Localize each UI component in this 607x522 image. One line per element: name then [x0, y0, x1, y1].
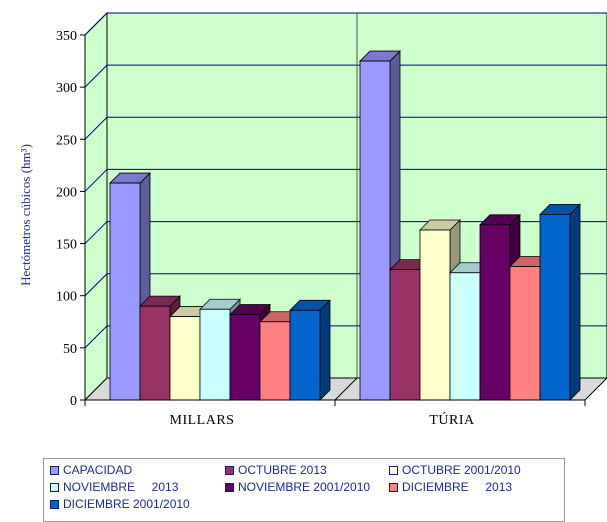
bar-front: [539, 213, 571, 401]
legend-item: NOVIEMBRE 2013: [50, 480, 178, 494]
category-labels: MILLARS TÚRIA: [170, 411, 475, 428]
y-tick-label: 50: [63, 342, 77, 357]
legend-swatch: [50, 465, 59, 475]
legend: CAPACIDAD OCTUBRE 2013 OCTUBRE 2001/2010 NO…: [43, 458, 565, 522]
category-label: TÚRIA: [429, 411, 475, 428]
side-wall: [84, 11, 108, 402]
gridline-side: [84, 169, 108, 192]
bar-side: [569, 203, 581, 401]
y-tick-label: 150: [56, 238, 77, 253]
y-tick-label: 300: [56, 81, 77, 96]
y-tick-label: 200: [56, 185, 77, 200]
gridline-side: [84, 12, 108, 36]
legend-swatch: [389, 465, 398, 475]
legend-item: CAPACIDAD: [50, 463, 132, 477]
y-tick-label: 350: [56, 29, 77, 44]
y-tick-labels: 0 50 100 150 200 250 300 350: [56, 29, 77, 409]
bar-front: [199, 308, 231, 401]
legend-swatch: [50, 482, 59, 492]
bar-front: [449, 272, 481, 401]
axes: [80, 34, 586, 406]
bar: [289, 299, 331, 401]
bar-front: [289, 309, 321, 401]
gridline-side: [84, 116, 108, 140]
bar: [539, 203, 581, 401]
legend-item: NOVIEMBRE 2001/2010: [225, 480, 370, 494]
legend-label: NOVIEMBRE 2001/2010: [238, 480, 371, 494]
y-axis-label: Hectómetros cúbicos (hm³): [18, 144, 33, 286]
bar-front: [359, 60, 391, 401]
bar-front: [509, 266, 541, 401]
bar-chart: 0 50 100 150 200 250 300 350 MILLARS TÚRIA Hectó…: [18, 11, 607, 428]
y-tick-label: 100: [56, 290, 77, 305]
legend-label: NOVIEMBRE 2013: [63, 480, 179, 494]
legend-item: OCTUBRE 2013: [225, 463, 327, 477]
bar-front: [479, 224, 511, 401]
bar-front: [109, 182, 141, 401]
legend-swatch: [50, 499, 59, 509]
gridline-side: [84, 273, 108, 297]
legend-item: DICIEMBRE 2013: [389, 480, 512, 494]
legend-swatch: [225, 482, 234, 492]
legend-label: DICIEMBRE 2013: [402, 480, 513, 494]
bar-front: [169, 316, 201, 401]
legend-label: OCTUBRE 2013: [238, 463, 327, 477]
legend-swatch: [389, 482, 398, 492]
legend-item: OCTUBRE 2001/2010: [389, 463, 521, 477]
bar-front: [419, 229, 451, 401]
bars: [109, 50, 581, 401]
category-label: MILLARS: [170, 413, 235, 428]
gridline-side: [84, 325, 108, 349]
legend-label: OCTUBRE 2001/2010: [402, 463, 521, 477]
floor-divider: [334, 377, 358, 401]
legend-item: DICIEMBRE 2001/2010: [50, 497, 190, 511]
legend-label: CAPACIDAD: [63, 463, 133, 477]
y-tick-label: 0: [70, 394, 77, 409]
gridline-side: [84, 221, 108, 244]
y-tick-label: 250: [56, 133, 77, 148]
bar-side: [319, 299, 331, 401]
bar-front: [229, 314, 261, 401]
bar-front: [259, 321, 291, 401]
bar-front: [139, 305, 171, 401]
bar-front: [389, 269, 421, 401]
gridline-side: [84, 64, 108, 88]
legend-label: DICIEMBRE 2001/2010: [63, 497, 190, 511]
legend-swatch: [225, 465, 234, 475]
